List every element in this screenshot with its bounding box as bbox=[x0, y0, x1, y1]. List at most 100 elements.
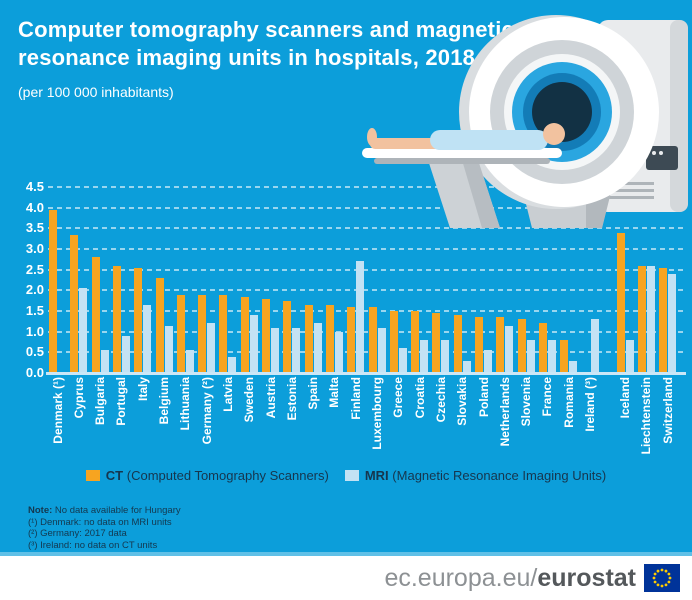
mri-bar-greece bbox=[398, 348, 407, 373]
footer-separator bbox=[0, 552, 692, 556]
footer-bar: ec.europa.eu/eurostat bbox=[0, 556, 692, 600]
x-axis-country-label: Malta bbox=[327, 377, 342, 408]
page-subtitle: (per 100 000 inhabitants) bbox=[18, 84, 174, 100]
footnotes: Note: No data available for Hungary (¹) D… bbox=[28, 505, 181, 551]
x-axis-country-label: Luxembourg bbox=[370, 377, 384, 450]
gridline bbox=[48, 351, 686, 354]
ct-legend-swatch bbox=[85, 470, 100, 481]
mri-bar-luxembourg bbox=[377, 327, 386, 373]
legend-item-ct: CT (Computed Tomography Scanners) bbox=[85, 468, 329, 483]
y-axis-tick-label: 0.0 bbox=[25, 365, 44, 380]
x-axis-country-label: Belgium bbox=[157, 377, 171, 425]
mri-bar-iceland bbox=[625, 339, 634, 373]
x-axis-country-label: Romania bbox=[561, 377, 576, 428]
note-line: (²) Germany: 2017 data bbox=[28, 528, 127, 539]
footer-url: ec.europa.eu/eurostat bbox=[384, 564, 636, 593]
ct-bar-lithuania bbox=[176, 294, 185, 373]
mri-bar-malta bbox=[334, 331, 343, 373]
x-axis-country-label: Estonia bbox=[284, 377, 299, 421]
ct-bar-liechtenstein bbox=[637, 265, 646, 373]
y-axis-tick-label: 2.0 bbox=[25, 282, 44, 298]
ct-legend-label-rest: (Computed Tomography Scanners) bbox=[123, 468, 329, 483]
gridline bbox=[48, 268, 686, 271]
ct-bar-netherlands bbox=[496, 317, 505, 373]
mri-bar-germany- bbox=[207, 323, 216, 373]
y-axis-tick-label: 3.0 bbox=[25, 241, 44, 256]
ct-bar-bulgaria bbox=[91, 257, 100, 373]
x-axis-country-label: Latvia bbox=[220, 377, 235, 412]
x-axis-baseline bbox=[46, 372, 686, 375]
x-axis-country-label: Denmark (¹) bbox=[50, 377, 65, 444]
x-axis-country-label: Greece bbox=[391, 377, 406, 418]
ct-bar-italy bbox=[134, 267, 143, 373]
ct-bar-czechia bbox=[432, 313, 441, 373]
ct-bar-iceland bbox=[616, 232, 625, 373]
gridline bbox=[48, 330, 686, 333]
patient-table-underside bbox=[374, 158, 550, 164]
scanner-button bbox=[659, 151, 663, 155]
x-axis-country-label: Slovenia bbox=[519, 377, 534, 427]
x-axis-country-label: Liechtenstein bbox=[639, 377, 654, 455]
y-axis-tick-label: 4.5 bbox=[25, 179, 44, 194]
x-axis-country-label: Italy bbox=[135, 377, 150, 402]
x-axis-country-label: Sweden bbox=[242, 377, 257, 423]
mri-bar-croatia bbox=[420, 339, 429, 373]
gridline bbox=[48, 248, 686, 250]
ct-bar-slovakia bbox=[453, 315, 462, 373]
ct-bar-sweden bbox=[240, 296, 249, 373]
scanner-vent bbox=[608, 182, 654, 185]
note-line: (³) Ireland: no data on CT units bbox=[28, 539, 158, 551]
mri-bar-spain bbox=[313, 323, 322, 373]
eu-flag-stars bbox=[652, 568, 672, 588]
x-axis-country-label: Switzerland bbox=[660, 377, 675, 444]
scanner-body-shade bbox=[670, 20, 688, 212]
title-line-2: resonance imaging units in hospitals, 20… bbox=[18, 45, 476, 70]
ct-bar-france bbox=[538, 323, 547, 373]
x-axis-country-label: Lithuania bbox=[178, 377, 193, 431]
x-axis-country-label: Czechia bbox=[433, 377, 448, 423]
scanner-button bbox=[652, 151, 656, 155]
y-axis-tick-label: 3.5 bbox=[25, 220, 44, 236]
ct-bar-spain bbox=[304, 304, 313, 373]
y-axis-tick-label: 0.5 bbox=[25, 344, 44, 360]
x-axis-country-label: Ireland (³) bbox=[583, 377, 597, 432]
y-axis-tick-label: 2.5 bbox=[25, 261, 44, 277]
x-axis-country-label: Finland bbox=[348, 377, 363, 420]
ct-bar-switzerland bbox=[659, 267, 668, 373]
footer-url-eurostat: eurostat bbox=[537, 563, 636, 592]
y-axis-tick-label: 1.0 bbox=[25, 323, 44, 339]
x-axis-country-label: Slovakia bbox=[455, 377, 470, 426]
patient-body bbox=[430, 130, 548, 150]
legend-item-mri: MRI (Magnetic Resonance Imaging Units) bbox=[344, 468, 606, 483]
patient-head bbox=[543, 123, 565, 145]
ct-bar-finland bbox=[347, 306, 356, 373]
x-axis-country-label: Portugal bbox=[114, 377, 129, 426]
mri-bar-portugal bbox=[121, 335, 130, 373]
patient-legs bbox=[370, 138, 445, 149]
ct-bar-greece bbox=[389, 311, 398, 373]
x-axis-country-label: Netherlands bbox=[497, 377, 512, 447]
mri-bar-belgium bbox=[164, 325, 173, 373]
gridline bbox=[48, 186, 686, 188]
mri-bar-latvia bbox=[228, 356, 237, 373]
mri-bar-lithuania bbox=[185, 350, 194, 373]
title-line-1: Computer tomography scanners and magneti… bbox=[18, 17, 514, 42]
eu-flag-logo bbox=[644, 564, 680, 592]
mri-bar-slovenia bbox=[526, 339, 535, 373]
ct-bar-romania bbox=[560, 339, 569, 373]
scanner-vent bbox=[608, 189, 654, 192]
ct-bar-malta bbox=[325, 304, 334, 373]
x-axis-country-label: Croatia bbox=[412, 377, 427, 419]
mri-bar-cyprus bbox=[79, 288, 88, 373]
mri-legend-swatch bbox=[344, 470, 359, 481]
mri-bar-switzerland bbox=[668, 273, 677, 373]
ct-bar-cyprus bbox=[70, 234, 79, 373]
mri-legend-label-bold: MRI bbox=[364, 468, 389, 483]
mri-legend-label: MRI (Magnetic Resonance Imaging Units) bbox=[365, 468, 606, 483]
mri-bar-france bbox=[547, 339, 556, 373]
ct-bar-poland bbox=[475, 317, 483, 373]
x-axis-country-label: France bbox=[540, 377, 555, 417]
mri-bar-liechtenstein bbox=[646, 265, 655, 373]
footer-url-domain: ec.europa.eu/ bbox=[384, 563, 538, 592]
